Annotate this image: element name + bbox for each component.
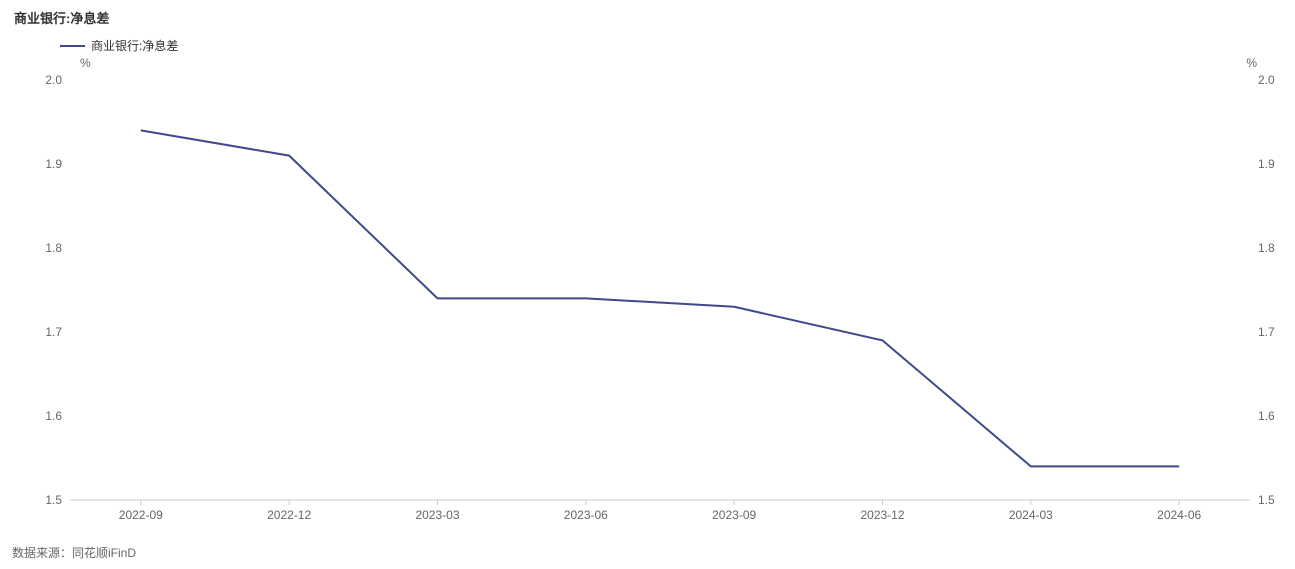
x-tick-label: 2024-06 — [1157, 508, 1201, 522]
y-tick-label-left: 1.5 — [22, 494, 62, 506]
y-tick-label-right: 1.8 — [1258, 242, 1295, 254]
x-tick-label: 2022-09 — [119, 508, 163, 522]
y-unit-right: % — [1246, 56, 1257, 70]
plot-area: 1.51.51.61.61.71.71.81.81.91.92.02.02022… — [70, 80, 1250, 500]
y-tick-label-left: 1.7 — [22, 326, 62, 338]
y-tick-label-right: 1.7 — [1258, 326, 1295, 338]
y-tick-label-left: 1.9 — [22, 158, 62, 170]
y-tick-label-left: 1.8 — [22, 242, 62, 254]
x-tick-label: 2023-03 — [415, 508, 459, 522]
y-tick-label-left: 1.6 — [22, 410, 62, 422]
unit-row: % % — [0, 54, 1295, 72]
legend-label: 商业银行:净息差 — [91, 37, 178, 54]
y-tick-label-right: 1.9 — [1258, 158, 1295, 170]
y-tick-label-right: 1.5 — [1258, 494, 1295, 506]
data-source: 数据来源：同花顺iFinD — [12, 544, 136, 561]
chart-title: 商业银行:净息差 — [0, 0, 1295, 27]
y-tick-label-left: 2.0 — [22, 74, 62, 86]
legend: 商业银行:净息差 — [0, 27, 1295, 54]
y-tick-label-right: 2.0 — [1258, 74, 1295, 86]
y-unit-left: % — [80, 56, 91, 70]
x-tick-label: 2022-12 — [267, 508, 311, 522]
y-tick-label-right: 1.6 — [1258, 410, 1295, 422]
x-tick-label: 2023-06 — [564, 508, 608, 522]
legend-line-swatch — [60, 45, 85, 47]
chart-svg — [70, 80, 1250, 500]
x-tick-label: 2024-03 — [1009, 508, 1053, 522]
x-tick-label: 2023-12 — [860, 508, 904, 522]
x-tick-label: 2023-09 — [712, 508, 756, 522]
